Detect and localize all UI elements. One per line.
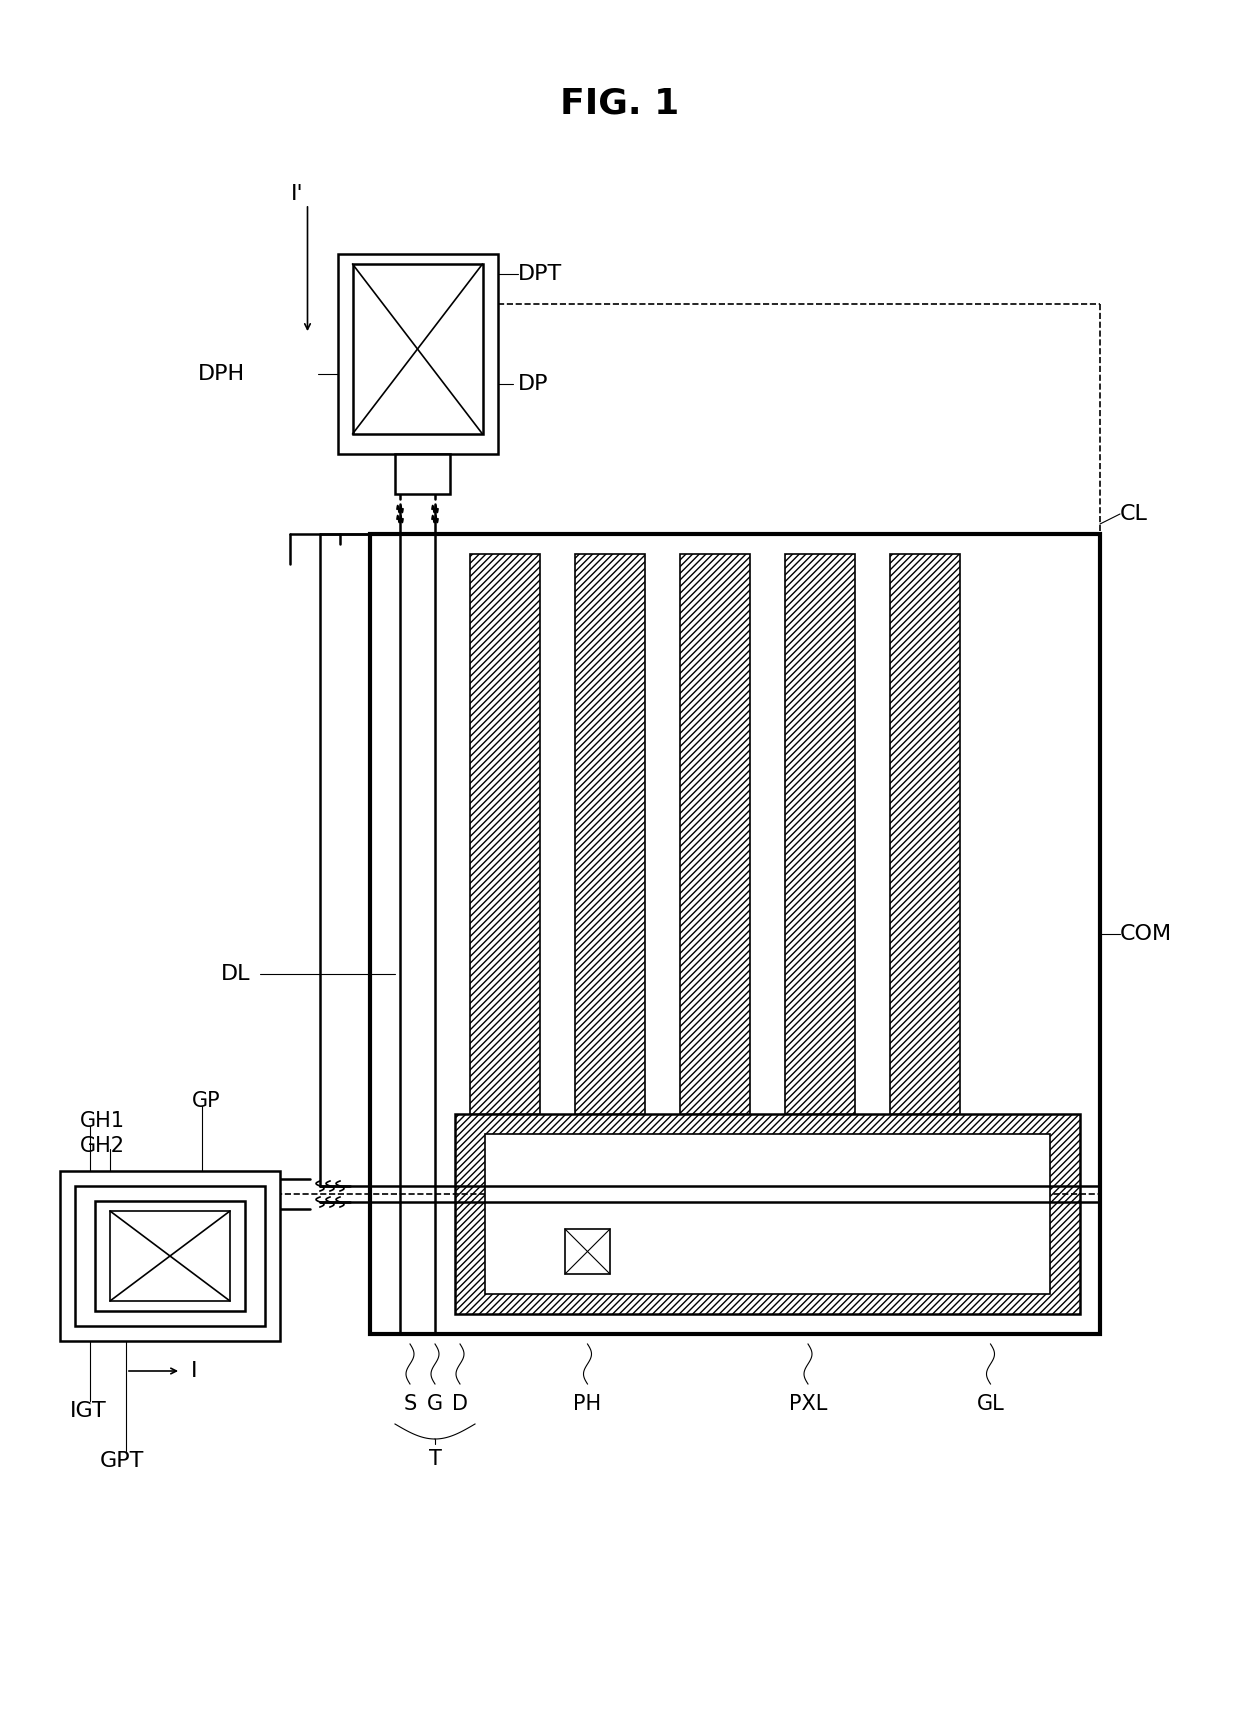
Text: PXL: PXL (789, 1394, 827, 1413)
Text: DP: DP (517, 375, 548, 394)
Text: CL: CL (1120, 505, 1148, 524)
Bar (785, 553, 856, 1113)
Bar (396, 454, 450, 494)
Bar (565, 1229, 610, 1274)
Text: DPT: DPT (517, 264, 562, 284)
Text: FIG. 1: FIG. 1 (560, 87, 680, 121)
Bar (74, 1186, 265, 1327)
Bar (575, 553, 645, 1113)
Text: PH: PH (573, 1394, 601, 1413)
Text: D: D (453, 1394, 467, 1413)
Text: G: G (427, 1394, 443, 1413)
Bar (337, 253, 497, 454)
Text: T: T (429, 1450, 441, 1469)
Text: I: I (191, 1361, 197, 1380)
Bar (110, 1210, 229, 1300)
Text: GP: GP (192, 1091, 221, 1111)
Bar (680, 553, 750, 1113)
Text: S: S (403, 1394, 417, 1413)
Text: COM: COM (1120, 924, 1172, 943)
Bar (60, 1170, 280, 1340)
Bar (370, 534, 1100, 1333)
Text: GL: GL (977, 1394, 1004, 1413)
Bar (352, 264, 482, 434)
Text: GPT: GPT (100, 1451, 144, 1470)
Text: GH2: GH2 (81, 1136, 125, 1157)
Bar (890, 553, 960, 1113)
Text: GH1: GH1 (81, 1111, 125, 1131)
Bar (95, 1202, 246, 1311)
Bar (470, 553, 539, 1113)
Text: I': I' (291, 184, 304, 205)
Text: IGT: IGT (69, 1401, 107, 1420)
Text: DL: DL (221, 964, 250, 983)
Text: DPH: DPH (197, 364, 244, 383)
Bar (455, 1113, 1080, 1314)
Bar (485, 1134, 1050, 1294)
